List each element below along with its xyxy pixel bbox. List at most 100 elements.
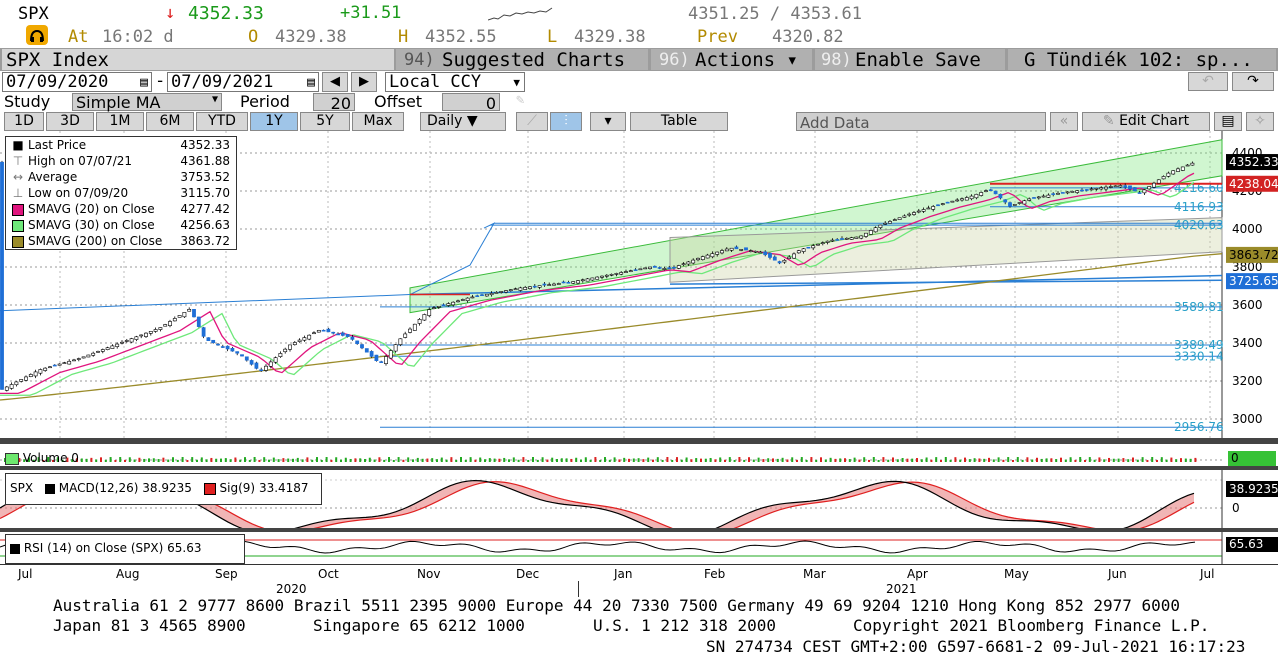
volume-bar (1194, 457, 1197, 462)
x-month-label: Aug (116, 567, 140, 581)
legend-row[interactable]: ⊥ Low on 07/09/20 3115.70 (6, 185, 236, 201)
candle-body (600, 275, 604, 278)
candle-body (926, 207, 931, 210)
open-value: 4329.38 (275, 27, 347, 47)
candle-body (547, 284, 552, 286)
candle-body (883, 222, 888, 225)
add-data-input[interactable]: Add Data (796, 112, 1046, 132)
candle-body (1012, 204, 1017, 206)
volume-bar (527, 459, 530, 462)
panel-divider[interactable] (0, 528, 1278, 532)
next-period-button[interactable]: ▶ (351, 72, 377, 92)
offset-input[interactable]: 0 (442, 93, 500, 113)
range-button-ytd[interactable]: YTD (196, 112, 248, 131)
range-button-1y[interactable]: 1Y (250, 112, 298, 131)
frequency-select[interactable]: Daily ▼ (420, 112, 506, 131)
chart-options-button[interactable]: ✧ (1246, 112, 1274, 131)
edit-chart-button[interactable]: ✎ Edit Chart (1082, 112, 1210, 131)
volume-bar (66, 457, 69, 462)
legend-row[interactable]: ↔ Average 3753.52 (6, 169, 236, 185)
legend-row[interactable]: ⊤ High on 07/07/21 4361.88 (6, 153, 236, 169)
price-chart[interactable]: 440042004000380036003400320030004216.604… (0, 131, 1278, 441)
alert-icon[interactable] (26, 25, 48, 45)
security-field[interactable]: SPX Index (2, 49, 394, 71)
range-button-3d[interactable]: 3D (46, 112, 94, 131)
undo-button[interactable]: ↶ (1188, 72, 1228, 91)
volume-bar (1021, 459, 1024, 462)
range-button-5y[interactable]: 5Y (300, 112, 350, 131)
enable-save-button[interactable]: 98) Enable Save (815, 49, 1005, 71)
volume-bar (277, 459, 280, 462)
panel-divider[interactable] (0, 438, 1278, 444)
volume-bar (1093, 459, 1096, 462)
currency-select[interactable]: Local CCY ▼ (385, 72, 525, 92)
candle-body (796, 250, 801, 254)
volume-bar (748, 457, 750, 462)
calendar-icon[interactable]: ▤ (140, 75, 148, 90)
range-button-1m[interactable]: 1M (96, 112, 144, 131)
candle-body (297, 339, 302, 342)
volume-bar (743, 459, 746, 462)
y-tick-label: 4000 (1232, 222, 1263, 236)
volume-bar (1189, 458, 1192, 462)
suggested-charts-button[interactable]: 94) Suggested Charts (396, 49, 648, 71)
offset-value: 0 (485, 94, 496, 113)
chart-tab[interactable]: G Tündiék 102: sp... (1008, 49, 1276, 71)
legend-row[interactable]: SMAVG (20) on Close 4277.42 (6, 201, 236, 217)
candle-body (652, 265, 657, 268)
volume-bar (685, 457, 688, 462)
chart-settings-button[interactable]: ▤ (1214, 112, 1242, 131)
candle-body (984, 190, 988, 192)
candle-body (768, 252, 772, 258)
rsi-box: 65.63 (1226, 537, 1278, 552)
candle-chart-button[interactable]: ⫶ (550, 112, 582, 131)
line-chart-button[interactable]: ⟋ (516, 112, 548, 131)
candle-body (364, 348, 369, 353)
enable-label: Enable Save (855, 49, 981, 71)
volume-bar (421, 458, 424, 462)
price-box (1226, 154, 1278, 171)
candle-body (724, 248, 729, 252)
candle-body (163, 324, 168, 327)
candle-body (744, 247, 748, 251)
legend-row[interactable]: SMAVG (30) on Close 4256.63 (6, 217, 236, 233)
prev-period-button[interactable]: ◀ (322, 72, 348, 92)
panel-divider[interactable] (0, 466, 1278, 470)
volume-bar (311, 459, 314, 462)
volume-bar (844, 458, 846, 462)
volume-bar (1007, 457, 1010, 462)
candle-body (273, 357, 278, 363)
rsi-legend: RSI (14) on Close (SPX) 65.63 (5, 534, 245, 564)
candle-body (672, 266, 676, 269)
volume-bar (292, 458, 294, 462)
redo-button[interactable]: ↷ (1232, 72, 1274, 91)
range-button-max[interactable]: Max (352, 112, 404, 131)
volume-bar (719, 457, 722, 462)
volume-bar (901, 457, 904, 462)
volume-bar (344, 457, 347, 462)
range-button-6m[interactable]: 6M (146, 112, 194, 131)
end-date-input[interactable]: 07/09/2021 ▤ (167, 72, 319, 92)
candle-body (499, 291, 504, 293)
volume-bar (114, 459, 117, 462)
study-select[interactable]: Simple MA ▼ (72, 93, 222, 112)
volume-bar (882, 457, 885, 462)
price-box-label: 3725.65 (1229, 274, 1278, 288)
legend-label: Low on 07/09/20 (28, 186, 129, 200)
legend-row[interactable]: SMAVG (200) on Close 3863.72 (6, 233, 236, 249)
volume-bar (440, 457, 443, 462)
actions-button[interactable]: 96) Actions ▾ (651, 49, 812, 71)
volume-bar (349, 458, 352, 462)
volume-bar (704, 458, 707, 462)
period-input[interactable]: 20 (313, 93, 355, 113)
range-button-1d[interactable]: 1D (4, 112, 44, 131)
volume-bar (604, 457, 606, 462)
start-date-input[interactable]: 07/09/2020 ▤ (2, 72, 152, 92)
collapse-button[interactable]: « (1050, 112, 1078, 131)
calendar-icon[interactable]: ▤ (307, 75, 315, 90)
legend-row[interactable]: ■ Last Price 4352.33 (6, 137, 236, 153)
table-button[interactable]: Table (630, 112, 728, 131)
chart-type-dropdown[interactable]: ▾ (590, 112, 626, 131)
candle-body (153, 329, 158, 332)
draw-icon[interactable]: ✎ (516, 92, 525, 108)
